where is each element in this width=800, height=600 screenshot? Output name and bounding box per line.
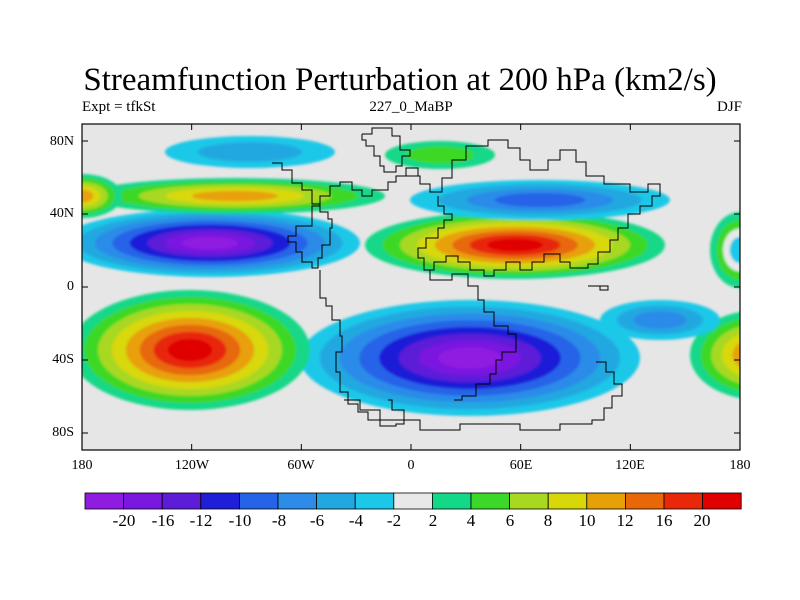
colorbar-swatch — [431, 492, 472, 510]
colorbar-swatch — [393, 492, 433, 510]
contour-band — [406, 146, 474, 164]
colorbar-swatch — [547, 492, 588, 510]
coastline-south-america — [319, 270, 405, 427]
colorbar-label: 6 — [505, 511, 515, 530]
coastline-antarctica — [344, 361, 623, 431]
colorbar-label: -4 — [348, 511, 364, 530]
contour-band — [487, 238, 543, 252]
y-label-40n: 40N — [49, 206, 74, 221]
colorbar-swatch — [84, 492, 124, 510]
contour-band — [197, 142, 303, 162]
map-title: Streamfunction Perturbation at 200 hPa (… — [83, 62, 717, 98]
colorbar-swatch — [663, 492, 703, 510]
colorbar-label: -12 — [189, 511, 213, 530]
axis-ticks — [81, 124, 741, 450]
colorbar-label: -8 — [271, 511, 287, 530]
contour-band — [633, 311, 687, 329]
colorbar-swatch — [200, 492, 240, 510]
x-label-180w: 180 — [71, 458, 93, 473]
y-label-80s: 80S — [52, 425, 74, 440]
colorbar-label: 4 — [466, 511, 476, 530]
colorbar-label: 12 — [616, 511, 634, 530]
colorbar-label: -10 — [228, 511, 252, 530]
run-label: 227_0_MaBP — [369, 99, 453, 115]
colorbar-label: -2 — [386, 511, 402, 530]
x-label-120w: 120W — [174, 458, 210, 473]
contour-band — [167, 338, 213, 362]
colorbar-swatch — [238, 492, 279, 510]
coastline-greenland — [361, 127, 411, 173]
y-label-80n: 80N — [49, 134, 74, 149]
x-label-60w: 60W — [287, 458, 315, 473]
colorbar-swatch — [586, 492, 626, 510]
continent-outlines — [272, 127, 661, 431]
experiment-label: Expt = tfkSt — [82, 99, 156, 115]
x-label-60e: 60E — [509, 458, 533, 473]
coastline-australia — [588, 285, 609, 291]
colorbar-swatch — [470, 492, 510, 510]
y-label-40s: 40S — [52, 352, 74, 367]
contour-band — [721, 334, 740, 376]
y-label-0: 0 — [67, 279, 74, 294]
contour-band — [732, 342, 740, 368]
contour-band — [438, 347, 502, 369]
colorbar-label: 10 — [578, 511, 596, 530]
contour-band — [192, 190, 278, 202]
contour-band — [494, 193, 586, 207]
colorbar-label: 2 — [428, 511, 438, 530]
colorbar-label: -16 — [151, 511, 175, 530]
colorbar-label: -6 — [309, 511, 325, 530]
contour-field — [82, 124, 777, 450]
colorbar-label: 16 — [655, 511, 673, 530]
colorbar-swatch — [161, 492, 202, 510]
coastline-north-america — [272, 162, 419, 269]
colorbar-swatch — [625, 492, 665, 510]
colorbar-label: 8 — [543, 511, 553, 530]
colorbar-swatch — [123, 492, 163, 510]
colorbar-swatch — [277, 492, 317, 510]
colorbar-swatch — [354, 492, 395, 510]
colorbar — [84, 492, 742, 510]
contour-band — [182, 236, 238, 250]
contour-band — [82, 189, 94, 203]
season-label: DJF — [716, 99, 742, 115]
x-label-180e: 180 — [729, 458, 751, 473]
x-label-0: 0 — [407, 458, 415, 473]
coastline-africa — [424, 269, 517, 401]
colorbar-swatch — [702, 492, 742, 510]
colorbar-swatch — [509, 492, 549, 510]
contour-band — [743, 344, 777, 366]
colorbar-swatch — [316, 492, 356, 510]
x-label-120e: 120E — [615, 458, 645, 473]
coastline-eurasia — [406, 139, 661, 277]
contour-band — [729, 236, 740, 264]
colorbar-label: 20 — [693, 511, 711, 530]
colorbar-label: -20 — [112, 511, 136, 530]
